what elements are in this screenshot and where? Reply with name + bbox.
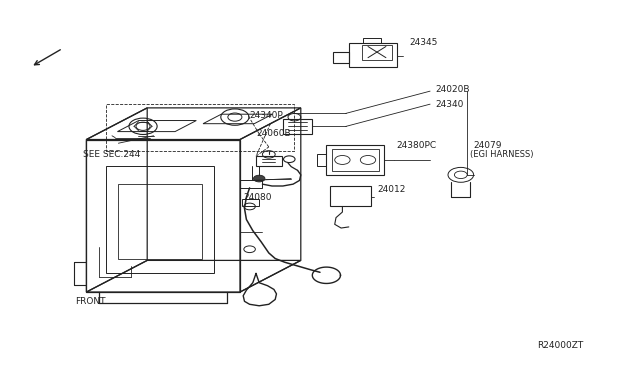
Text: 24079: 24079 (474, 141, 502, 150)
Text: R24000ZT: R24000ZT (538, 341, 584, 350)
Text: FRONT: FRONT (76, 297, 106, 306)
Circle shape (253, 175, 265, 182)
Text: 24060B: 24060B (256, 129, 291, 138)
Text: 24012: 24012 (378, 185, 406, 194)
Text: 24340: 24340 (435, 100, 463, 109)
Text: 24340P: 24340P (250, 111, 284, 120)
Text: 24080: 24080 (243, 193, 272, 202)
Text: 24345: 24345 (410, 38, 438, 47)
Text: SEE SEC.244: SEE SEC.244 (83, 150, 140, 159)
Text: (EGI HARNESS): (EGI HARNESS) (470, 150, 533, 159)
Text: 24020B: 24020B (435, 85, 470, 94)
Text: 24380PC: 24380PC (397, 141, 437, 150)
